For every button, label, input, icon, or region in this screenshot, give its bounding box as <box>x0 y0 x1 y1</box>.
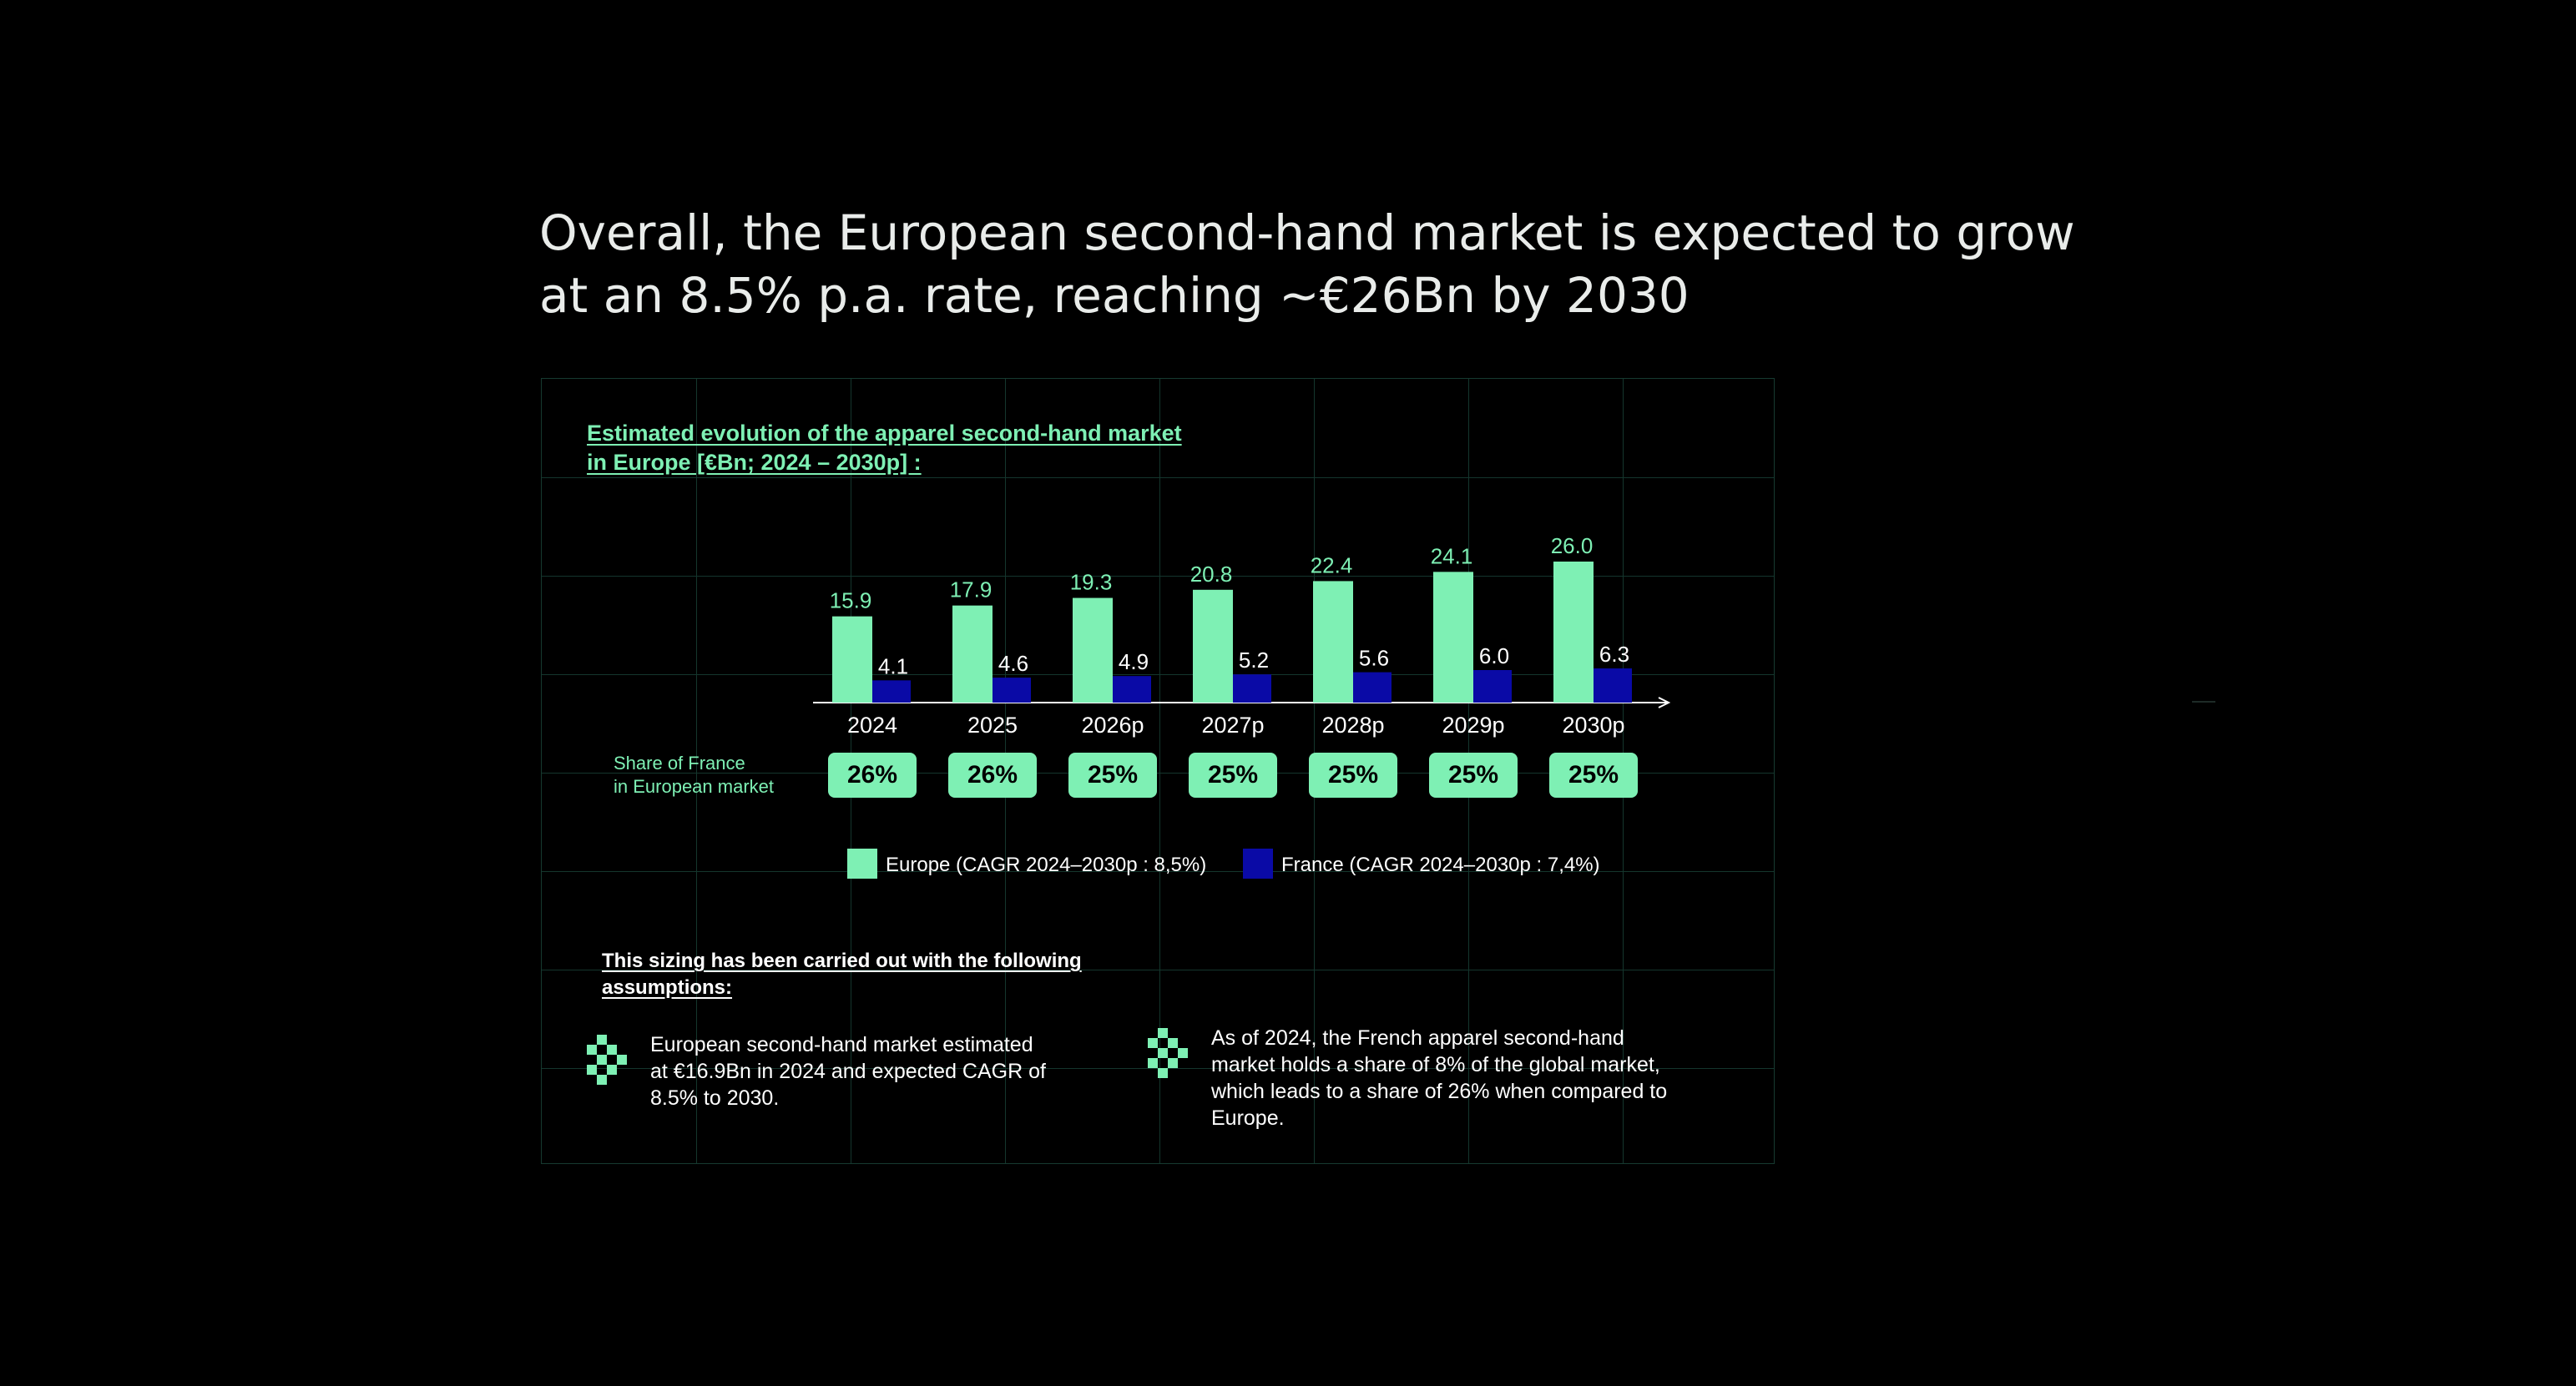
share-value: 25% <box>1448 761 1498 789</box>
x-tick-label: 2030p <box>1562 713 1624 738</box>
bar-europe <box>832 616 872 703</box>
share-badge <box>1309 753 1397 798</box>
data-label-france: 5.6 <box>1359 646 1389 671</box>
assumption-text: European second-hand market estimated at… <box>650 1031 1046 1111</box>
assumption-text: As of 2024, the French apparel second-ha… <box>1211 1025 1667 1131</box>
share-value: 25% <box>1088 761 1138 789</box>
share-badge <box>1068 753 1157 798</box>
data-label-france: 5.2 <box>1239 648 1269 673</box>
bar-europe <box>1553 562 1594 703</box>
data-label-europe: 24.1 <box>1431 543 1473 568</box>
share-badge <box>948 753 1037 798</box>
assumption-item: As of 2024, the French apparel second-ha… <box>1148 1025 1732 1131</box>
legend-label-france: France (CAGR 2024–2030p : 7,4%) <box>1281 854 1600 876</box>
headline-line-2: at an 8.5% p.a. rate, reaching ~€26Bn by… <box>539 267 1690 324</box>
bar-france <box>872 680 911 703</box>
bar-france <box>1473 670 1512 703</box>
data-label-europe: 17.9 <box>950 577 993 602</box>
chart-title: Estimated evolution of the apparel secon… <box>587 419 1338 477</box>
data-label-france: 6.3 <box>1599 642 1629 667</box>
plus-pixel-icon <box>1148 1028 1188 1078</box>
assumption-line: As of 2024, the French apparel second-ha… <box>1211 1026 1624 1050</box>
plus-pixel-icon <box>587 1035 627 1085</box>
bar-france <box>993 678 1031 703</box>
grid-line <box>696 379 697 1163</box>
x-tick-label: 2029p <box>1442 713 1504 738</box>
grid-line <box>542 576 1774 577</box>
assumption-line: European second-hand market estimated <box>650 1033 1033 1056</box>
bar-france <box>1353 672 1392 703</box>
bar-europe <box>1193 589 1233 703</box>
data-label-france: 4.6 <box>998 651 1028 676</box>
bar-france <box>1233 674 1271 703</box>
assumption-line: 8.5% to 2030. <box>650 1086 780 1110</box>
data-label-france: 6.0 <box>1479 643 1509 668</box>
headline-line-1: Overall, the European second-hand market… <box>539 204 2075 261</box>
share-label-line-2: in European market <box>614 776 774 797</box>
legend-label-europe: Europe (CAGR 2024–2030p : 8,5%) <box>886 854 1206 876</box>
assumptions-title-line-1: This sizing has been carried out with th… <box>602 950 1082 972</box>
grid-line <box>1159 379 1160 1163</box>
share-value: 25% <box>1208 761 1258 789</box>
chart-panel: Estimated evolution of the apparel secon… <box>541 378 1775 1164</box>
share-of-france-label: Share of France in European market <box>614 752 831 799</box>
x-tick-label: 2028p <box>1321 713 1384 738</box>
share-label-line-1: Share of France <box>614 753 745 774</box>
bar-france <box>1113 676 1151 703</box>
data-label-europe: 15.9 <box>830 588 872 613</box>
x-axis-arrow <box>1658 697 1671 708</box>
grid-line <box>542 674 1774 675</box>
grid-line <box>542 871 1774 872</box>
legend-swatch-europe <box>847 849 877 879</box>
bar-europe <box>952 605 993 703</box>
bar-europe <box>1073 597 1113 703</box>
assumptions-title-line-2: assumptions: <box>602 976 733 999</box>
grid-line <box>542 773 1774 774</box>
assumptions-title: This sizing has been carried out with th… <box>602 948 1186 1001</box>
divider <box>2192 701 2215 703</box>
x-tick-label: 2024 <box>847 713 897 738</box>
x-tick-label: 2026p <box>1081 713 1144 738</box>
assumption-line: which leads to a share of 26% when compa… <box>1211 1080 1668 1103</box>
share-badge <box>1429 753 1518 798</box>
data-label-france: 4.1 <box>878 653 908 678</box>
x-tick-label: 2027p <box>1201 713 1264 738</box>
page-headline: Overall, the European second-hand market… <box>539 202 2125 327</box>
grid-line <box>542 477 1774 478</box>
assumption-line: Europe. <box>1211 1106 1285 1130</box>
assumption-line: market holds a share of 8% of the global… <box>1211 1053 1660 1076</box>
x-tick-label: 2025 <box>967 713 1018 738</box>
data-label-europe: 20.8 <box>1190 562 1233 587</box>
share-badge <box>828 753 917 798</box>
share-value: 25% <box>1568 761 1619 789</box>
data-label-europe: 26.0 <box>1551 533 1594 558</box>
share-badge <box>1549 753 1638 798</box>
data-label-france: 4.9 <box>1119 649 1149 674</box>
share-value: 26% <box>847 761 897 789</box>
bar-chart: 15.9 4.1 2024 26% 17.9 4.6 2025 26% 19.3 4.9 2026p… <box>813 533 1671 879</box>
bar-europe <box>1313 581 1353 703</box>
chart-title-line-1: Estimated evolution of the apparel secon… <box>587 421 1182 446</box>
assumption-line: at €16.9Bn in 2024 and expected CAGR of <box>650 1060 1046 1083</box>
share-badge <box>1189 753 1277 798</box>
assumption-item: European second-hand market estimated at… <box>587 1031 1129 1111</box>
chart-title-line-2: in Europe [€Bn; 2024 – 2030p] : <box>587 450 922 475</box>
legend-swatch-france <box>1243 849 1273 879</box>
data-label-europe: 22.4 <box>1311 552 1353 577</box>
share-value: 26% <box>967 761 1018 789</box>
bar-france <box>1594 668 1632 703</box>
bar-europe <box>1433 572 1473 703</box>
data-label-europe: 19.3 <box>1070 570 1113 595</box>
share-value: 25% <box>1328 761 1378 789</box>
